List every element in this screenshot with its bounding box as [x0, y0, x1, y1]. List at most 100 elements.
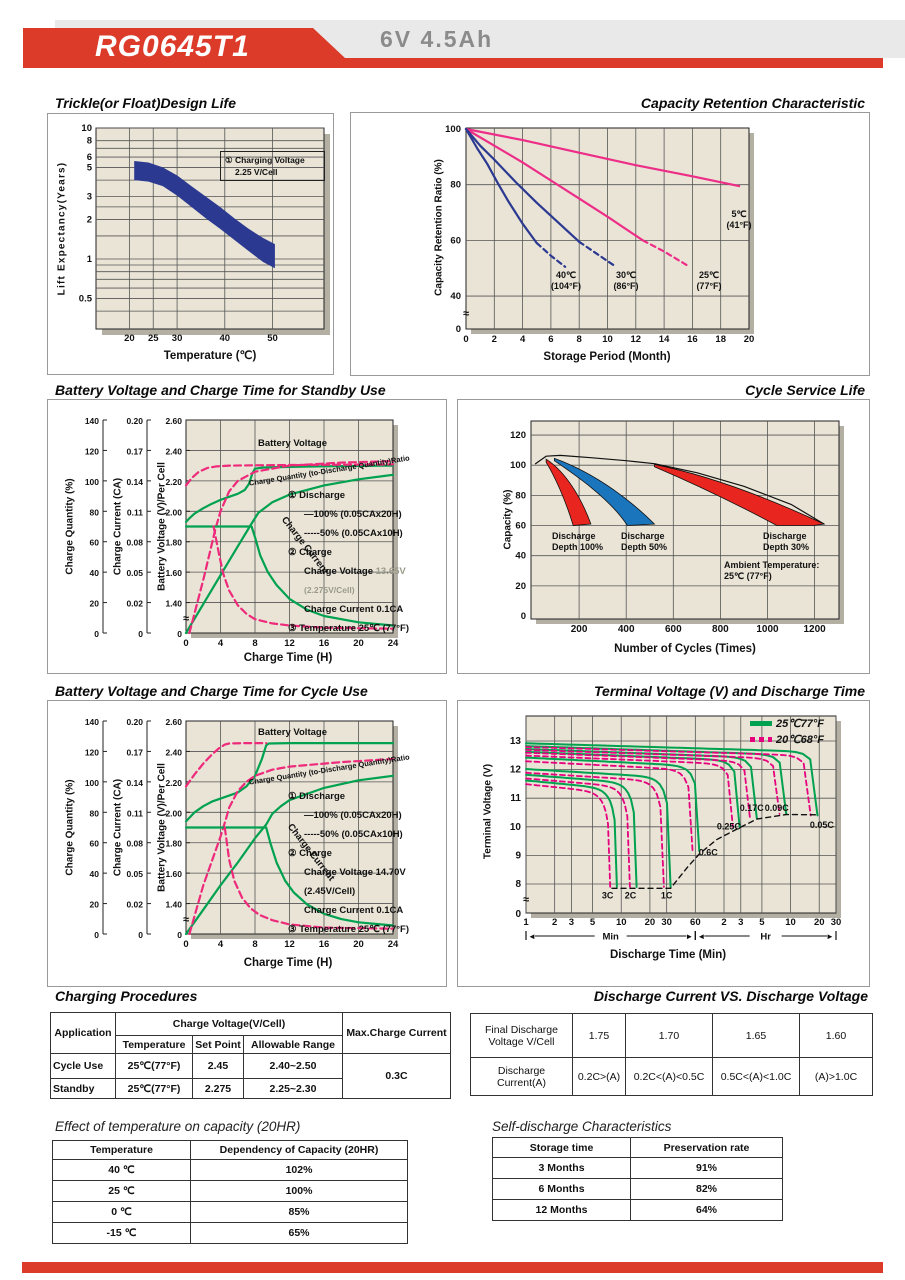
cell-t0: 0 ℃ [52, 1201, 191, 1223]
cell-c-0205: 0.2C<(A)<0.5C [625, 1057, 713, 1096]
data-curve [184, 774, 395, 936]
cycle-use-notes: ① Discharge —100% (0.05CAx20H) -----50% … [288, 787, 409, 939]
tick-label: 10 [616, 917, 627, 928]
data-curve [611, 813, 819, 890]
cell-t25-v: 100% [190, 1180, 408, 1202]
tick-label: 8 [87, 136, 92, 147]
tick-label: 8 [577, 334, 582, 345]
rate-label: 1C [661, 890, 673, 900]
cycle-life-wedge [545, 458, 592, 526]
data-curve [578, 240, 618, 268]
standby-chart-canvas: 1401201008060402000.200.170.140.110.080.… [85, 416, 399, 649]
label-depth-100: Discharge Depth 100% [552, 531, 604, 552]
trickle-x-axis-label: Temperature (℃) [163, 350, 257, 362]
arrow-right-icon: ► [685, 932, 693, 941]
cycle-use-battery-voltage-label: Battery Voltage [258, 727, 327, 738]
section-title-temp-capacity: Effect of temperature on capacity (20HR) [55, 1119, 301, 1134]
tick-label: 1.80 [165, 839, 182, 849]
tick-label: 20 [645, 917, 656, 928]
design-life-band [134, 161, 275, 269]
tick-label: 0.05 [126, 568, 143, 578]
tick-label: 0 [515, 909, 521, 920]
data-curve [535, 242, 567, 268]
cell-t0-v: 85% [190, 1201, 408, 1223]
trickle-chart-canvas: 10 8 65 3 2 1 0.5 20 25 30 40 50 [79, 123, 330, 344]
note-temperature: ③ Temperature 25℃ (77°F) [288, 924, 410, 935]
tick-label: 25 [148, 333, 159, 344]
data-curve [184, 741, 395, 823]
tick-label: 2.20 [165, 778, 182, 788]
tick-label: 0 [463, 334, 468, 345]
tick-label: 16 [319, 638, 330, 649]
chart-title-retention: Capacity Retention Characteristic [640, 95, 865, 111]
tick-label: ≈ [523, 894, 529, 906]
tick-label: 0 [138, 629, 143, 639]
terminal-y-axis-label: Terminal Voltage (V) [482, 763, 494, 860]
trickle-annotation-line1: ① Charging Voltage [225, 155, 305, 165]
tick-label: 5 [590, 917, 596, 928]
tick-label: 30 [172, 333, 183, 344]
cell-standby-temp: 25℃(77°F) [115, 1078, 193, 1099]
footer-red-bar [22, 1262, 883, 1273]
standby-battery-voltage-label: Battery Voltage [258, 438, 327, 449]
cycle-use-quantity-axis-label: Charge Quantity (%) [64, 779, 76, 876]
section-title-charging: Charging Procedures [55, 988, 198, 1004]
data-curve [525, 756, 701, 853]
tick-label: 0.14 [126, 778, 143, 788]
data-curve [184, 741, 268, 788]
tick-label: 12 [284, 939, 295, 950]
rate-label: 2C [625, 890, 637, 900]
note-charge: ② Charge [288, 547, 332, 558]
tick-label: ≈ [183, 914, 189, 926]
cell-charge-voltage-header: Charge Voltage(V/Cell) [115, 1012, 343, 1036]
standby-quantity-axis-label: Charge Quantity (%) [64, 478, 76, 575]
tick-label: 60 [515, 521, 526, 532]
tick-label: 2.60 [165, 717, 182, 727]
tick-label: 12 [510, 765, 522, 776]
legend-swatch-green [750, 720, 772, 726]
arrow-right-icon: ► [826, 932, 834, 941]
data-curve [525, 783, 612, 888]
panel-capacity-retention: 100 80 60 40 0 ≈0 2 4 6 8 10 12 14 16 18 20 Capacity Re… [350, 112, 870, 376]
tick-label: 0.5 [79, 293, 93, 304]
tick-label: 0 [177, 930, 182, 940]
tick-label: 0.11 [127, 507, 143, 517]
rate-label: 0.17C [740, 803, 765, 813]
tick-label: 400 [618, 624, 635, 635]
tick-label: 24 [388, 638, 399, 649]
cell-t-15-v: 65% [190, 1222, 408, 1244]
note-100: —100% (0.05CAx20H) [304, 509, 402, 520]
data-curve [525, 777, 631, 888]
standby-x-axis-label: Charge Time (H) [243, 652, 333, 664]
tick-label: 8 [252, 939, 257, 950]
tick-label: 1.80 [165, 538, 182, 548]
retention-curve-label-5c: 5℃ (41°F) [726, 209, 752, 230]
tick-label: 30 [661, 917, 672, 928]
note-charge-current: Charge Current 0.1CA [304, 604, 404, 615]
tick-label: 9 [515, 850, 521, 861]
retention-curve-label-40c: 40℃ (104°F) [550, 270, 582, 291]
cell-t25: 25 ℃ [52, 1180, 191, 1202]
data-curve [525, 749, 781, 815]
label-depth-50: Discharge Depth 50% [621, 531, 668, 552]
data-curve [188, 459, 395, 635]
cell-max-current-header: Max.Charge Current [342, 1012, 451, 1054]
data-curve [525, 771, 665, 888]
tick-label: 100 [85, 477, 99, 487]
axis-group-label: Min [602, 932, 619, 943]
data-curve [223, 826, 395, 930]
data-curve [184, 464, 395, 524]
retention-y-axis-label: Capacity Retention Ratio (%) [433, 159, 445, 296]
tick-label: 20 [124, 333, 135, 344]
tick-label: 3 [569, 917, 574, 928]
retention-x-axis-label: Storage Period (Month) [543, 351, 671, 363]
tick-label: 100 [510, 460, 526, 471]
tick-label: 0 [177, 629, 182, 639]
tick-label: 2 [721, 917, 726, 928]
arrow-left-icon: ◄ [528, 932, 536, 941]
tick-label: 120 [510, 430, 526, 441]
cell-standby-range: 2.25~2.30 [243, 1078, 343, 1099]
